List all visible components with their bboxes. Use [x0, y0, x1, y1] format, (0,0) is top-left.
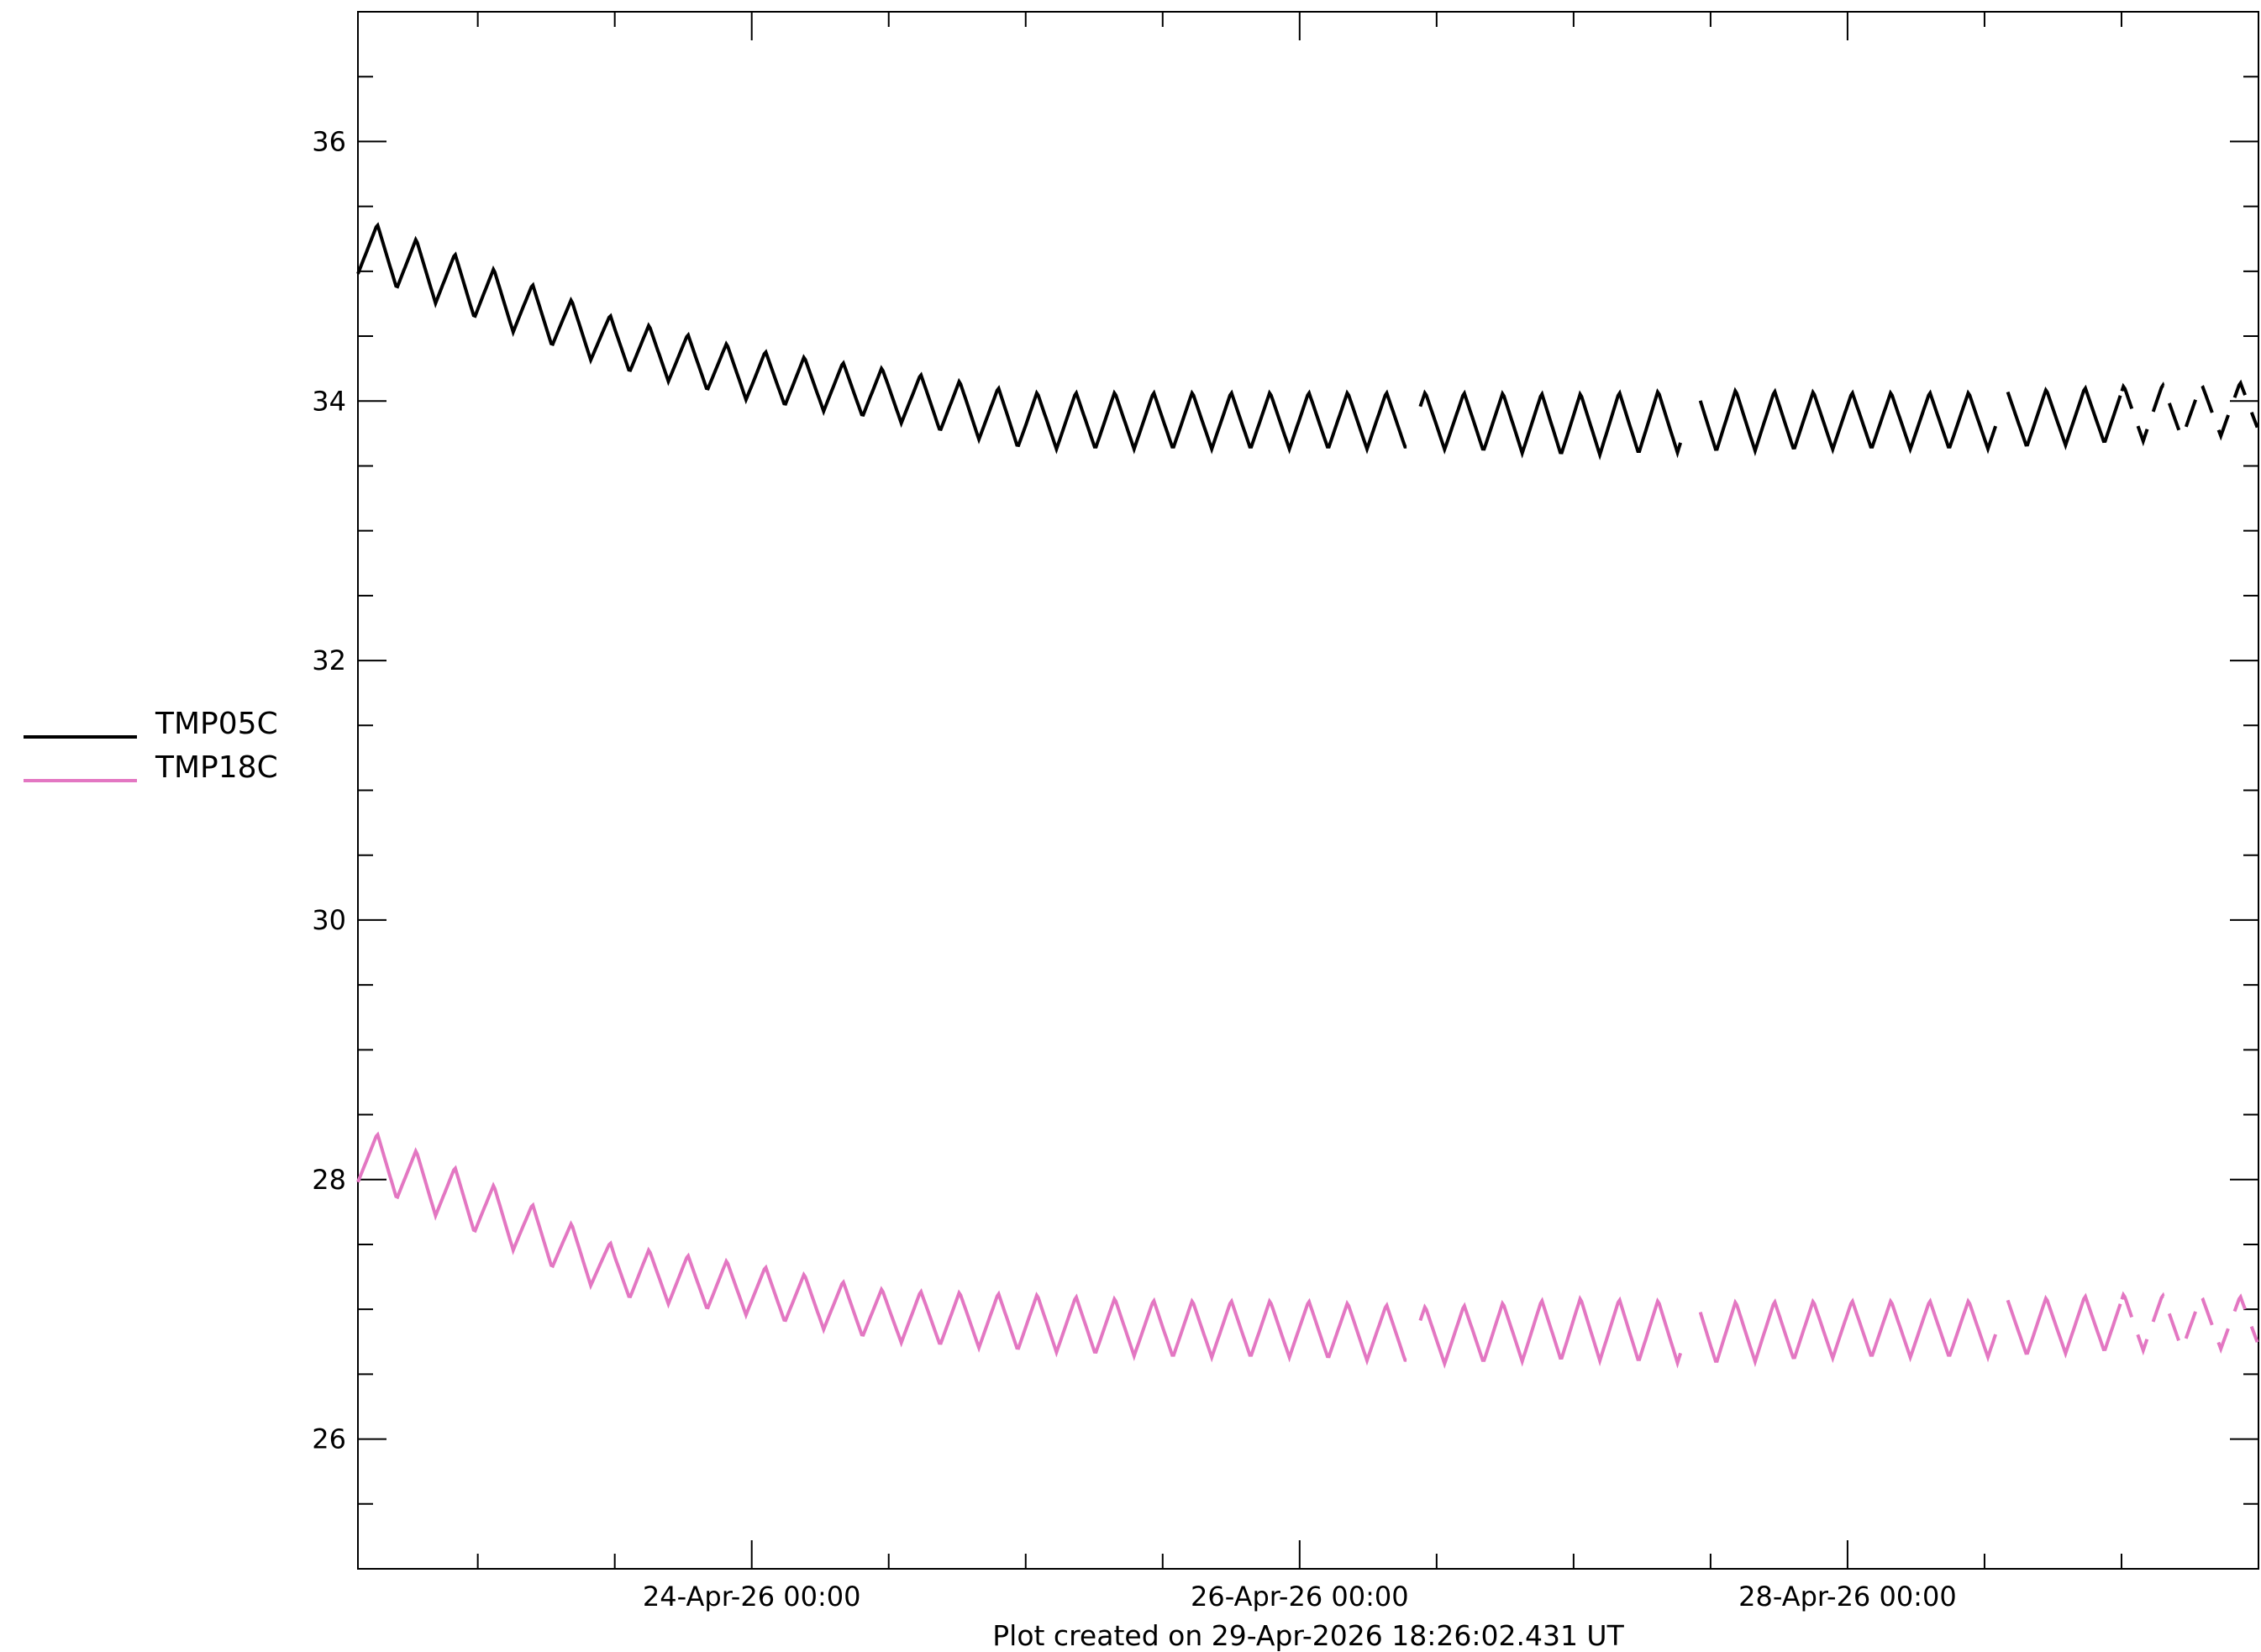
- legend: TMP05C TMP18C: [24, 707, 278, 785]
- y-tick-label: 32: [312, 644, 346, 676]
- legend-label-tmp05c: TMP05C: [155, 707, 278, 741]
- y-axis-ticks: 26 28 30 32 34 36: [312, 11, 2258, 1570]
- y-tick-label: 36: [312, 125, 346, 157]
- y-tick-label: 26: [312, 1423, 346, 1455]
- x-axis-ticks: 24-Apr-26 00:00 26-Apr-26 00:00 28-Apr-26 …: [476, 12, 2259, 1613]
- series-line-tmp05c: [1418, 388, 1683, 460]
- series-line-tmp18c: [1418, 1295, 1683, 1369]
- y-tick-label: 28: [312, 1164, 346, 1196]
- plot-footer: Plot created on 29-Apr-2026 18:26:02.431…: [992, 1619, 1624, 1652]
- series-line-tmp18c: [1698, 1297, 1997, 1368]
- series-line-tmp18c: [356, 1131, 1407, 1366]
- series-lines: [356, 222, 2259, 1369]
- x-tick-label: 28-Apr-26 00:00: [1738, 1581, 1957, 1613]
- x-tick-label: 26-Apr-26 00:00: [1191, 1581, 1409, 1613]
- series-line-tmp18c: [2120, 1291, 2259, 1356]
- legend-label-tmp18c: TMP18C: [155, 750, 278, 785]
- plot-frame: [357, 11, 2259, 1570]
- y-tick-label: 30: [312, 904, 346, 936]
- series-line-tmp18c: [2006, 1292, 2122, 1359]
- y-tick-label: 34: [312, 385, 346, 417]
- series-line-tmp05c: [2120, 379, 2259, 447]
- series-line-tmp05c: [2006, 384, 2122, 451]
- x-tick-label: 24-Apr-26 00:00: [643, 1581, 861, 1613]
- series-line-tmp05c: [1698, 387, 1997, 457]
- series-line-tmp05c: [356, 222, 1407, 455]
